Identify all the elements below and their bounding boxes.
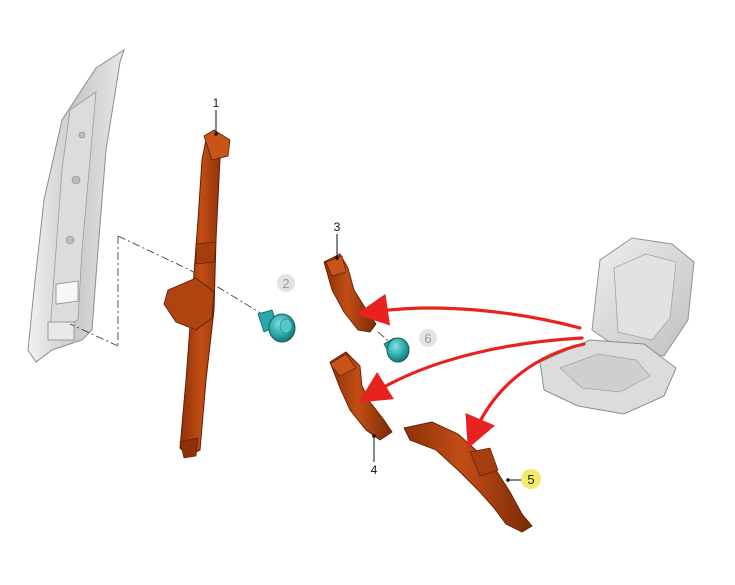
arrow-to-part-5 xyxy=(465,342,586,449)
callout-4: 4 xyxy=(371,463,378,477)
arrow-to-part-3 xyxy=(356,293,582,330)
part-4-buckle xyxy=(329,351,393,441)
callout-6-label: 6 xyxy=(424,331,431,346)
callout-5-label: 5 xyxy=(527,472,534,487)
callout-5-highlight xyxy=(521,469,541,489)
callout-4-label: 4 xyxy=(371,463,378,477)
callout-2: 2 xyxy=(277,274,295,292)
arrow-to-part-4 xyxy=(358,336,584,403)
callout-6: 6 xyxy=(419,329,437,347)
leader-lines xyxy=(215,110,522,481)
part-1-belt-retractor xyxy=(163,129,231,459)
leader-dots xyxy=(214,132,510,482)
callout-3: 3 xyxy=(334,220,341,234)
seat-illustration xyxy=(539,237,695,415)
callout-6-marker xyxy=(419,329,437,347)
assignment-arrows xyxy=(356,293,586,449)
b-pillar-panel xyxy=(27,48,125,363)
callout-2-marker xyxy=(277,274,295,292)
callout-3-label: 3 xyxy=(334,220,341,234)
callout-1-label: 1 xyxy=(213,96,220,110)
assembly-guide-lines xyxy=(69,235,393,347)
part-2-bolt xyxy=(257,309,296,343)
part-5-buckle xyxy=(403,421,533,533)
part-3-buckle xyxy=(323,253,377,333)
callout-1: 1 xyxy=(213,96,220,110)
part-6-bolt xyxy=(383,337,410,363)
callout-5: 5 xyxy=(521,469,541,489)
callout-2-label: 2 xyxy=(282,276,289,291)
